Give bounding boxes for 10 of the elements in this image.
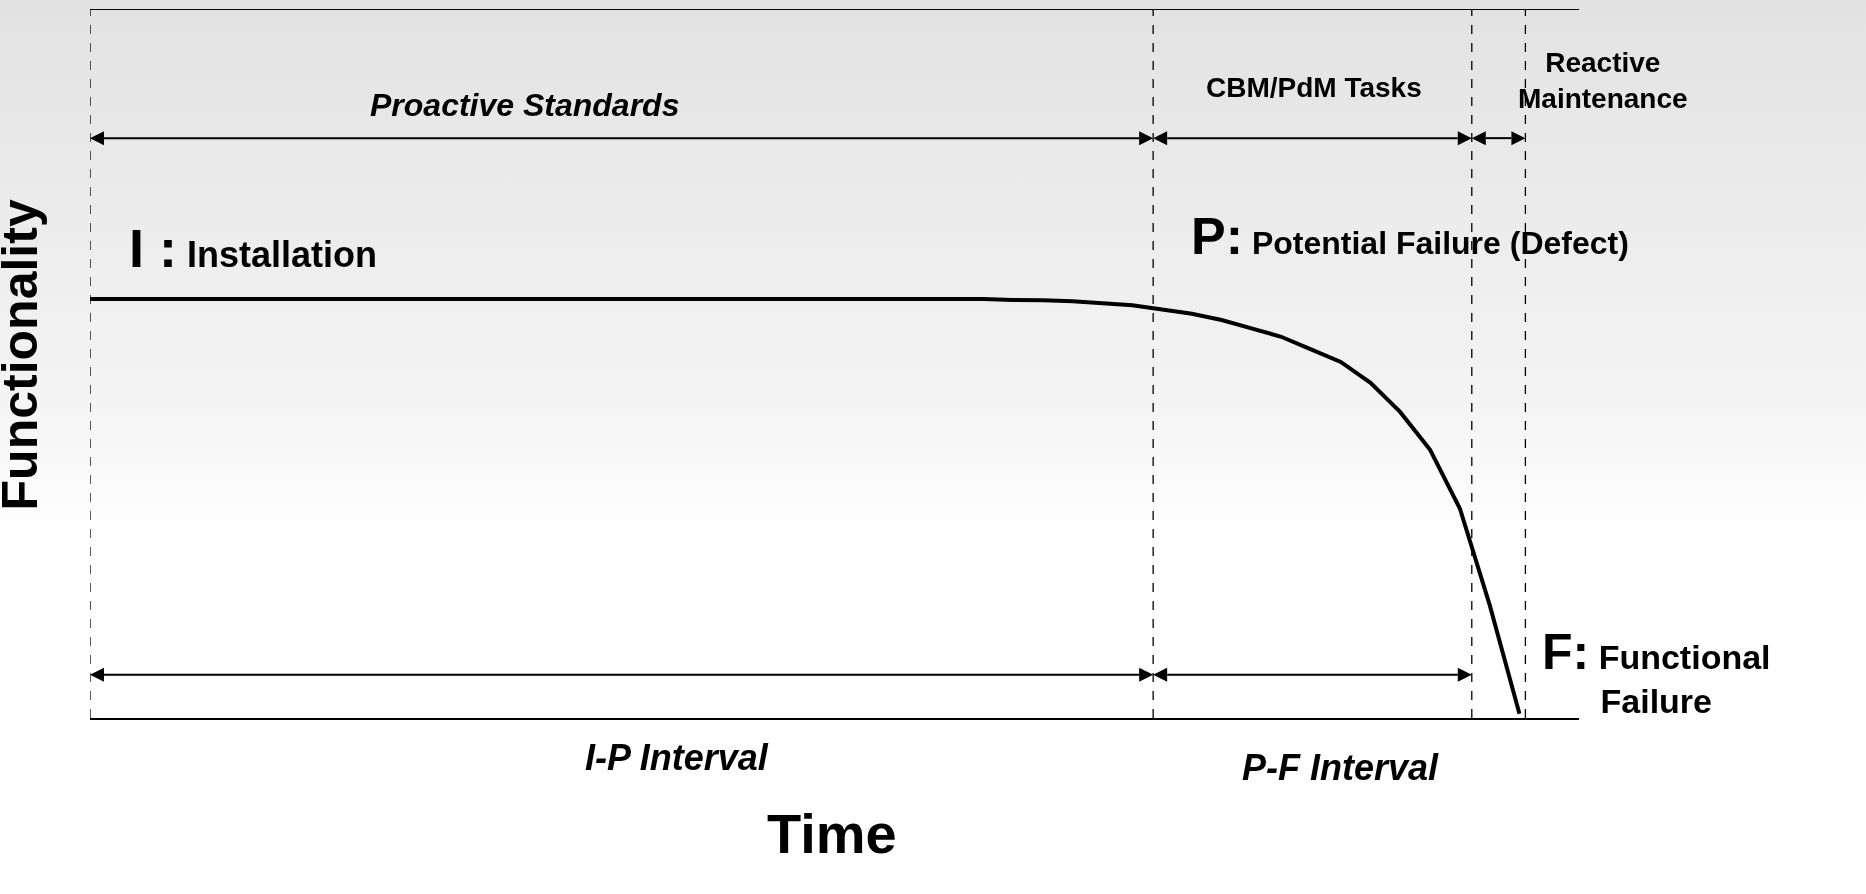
x-axis-title: Time: [767, 802, 897, 865]
text: Reactive Maintenance: [1518, 47, 1688, 115]
text: Proactive Standards: [370, 87, 680, 123]
text: F: Functional Failure: [1542, 624, 1771, 721]
text: I-P Interval: [585, 737, 769, 778]
text: CBM/PdM Tasks: [1206, 72, 1422, 103]
text: P-F Interval: [1242, 747, 1440, 788]
text: I : Installation: [129, 218, 378, 278]
text: P: Potential Failure (Defect): [1191, 207, 1629, 265]
y-axis-title: Functionality: [0, 199, 49, 511]
